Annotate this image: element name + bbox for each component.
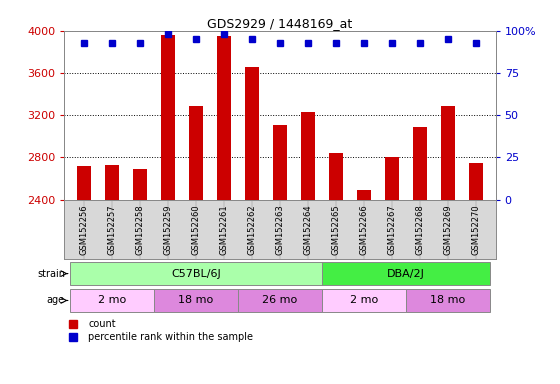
Bar xyxy=(273,125,287,200)
Text: strain: strain xyxy=(37,268,65,279)
Text: GSM152269: GSM152269 xyxy=(444,204,452,255)
Text: age: age xyxy=(47,295,65,306)
Text: count: count xyxy=(88,318,116,329)
Bar xyxy=(322,289,406,312)
Bar xyxy=(245,66,259,200)
Bar xyxy=(301,112,315,200)
Bar xyxy=(77,166,91,200)
Text: 18 mo: 18 mo xyxy=(431,295,465,306)
Text: GSM152270: GSM152270 xyxy=(472,204,480,255)
Bar xyxy=(133,169,147,200)
Text: 2 mo: 2 mo xyxy=(98,295,126,306)
Text: GSM152265: GSM152265 xyxy=(332,204,340,255)
Bar xyxy=(322,262,490,285)
Bar xyxy=(238,289,322,312)
Text: GSM152263: GSM152263 xyxy=(276,204,284,255)
Text: GSM152259: GSM152259 xyxy=(164,204,172,255)
Bar xyxy=(189,106,203,200)
Bar xyxy=(70,262,322,285)
Text: GSM152257: GSM152257 xyxy=(108,204,116,255)
Text: GSM152262: GSM152262 xyxy=(248,204,256,255)
Text: GSM152268: GSM152268 xyxy=(416,204,424,255)
Text: GSM152261: GSM152261 xyxy=(220,204,228,255)
Title: GDS2929 / 1448169_at: GDS2929 / 1448169_at xyxy=(207,17,353,30)
Text: 18 mo: 18 mo xyxy=(179,295,213,306)
Bar xyxy=(385,157,399,200)
Text: 2 mo: 2 mo xyxy=(350,295,378,306)
Bar xyxy=(154,289,238,312)
Text: DBA/2J: DBA/2J xyxy=(387,268,425,279)
Bar xyxy=(441,106,455,200)
Text: GSM152266: GSM152266 xyxy=(360,204,368,255)
Bar xyxy=(469,163,483,200)
Text: GSM152260: GSM152260 xyxy=(192,204,200,255)
Bar xyxy=(329,153,343,200)
Text: percentile rank within the sample: percentile rank within the sample xyxy=(88,332,253,342)
Bar xyxy=(161,35,175,200)
Bar xyxy=(217,36,231,200)
Text: C57BL/6J: C57BL/6J xyxy=(171,268,221,279)
Bar xyxy=(357,190,371,200)
Bar xyxy=(70,289,154,312)
Bar xyxy=(105,165,119,200)
Bar xyxy=(413,127,427,200)
Text: GSM152256: GSM152256 xyxy=(80,204,88,255)
Text: 26 mo: 26 mo xyxy=(263,295,297,306)
Text: GSM152264: GSM152264 xyxy=(304,204,312,255)
Bar xyxy=(406,289,490,312)
Text: GSM152267: GSM152267 xyxy=(388,204,396,255)
Text: GSM152258: GSM152258 xyxy=(136,204,144,255)
